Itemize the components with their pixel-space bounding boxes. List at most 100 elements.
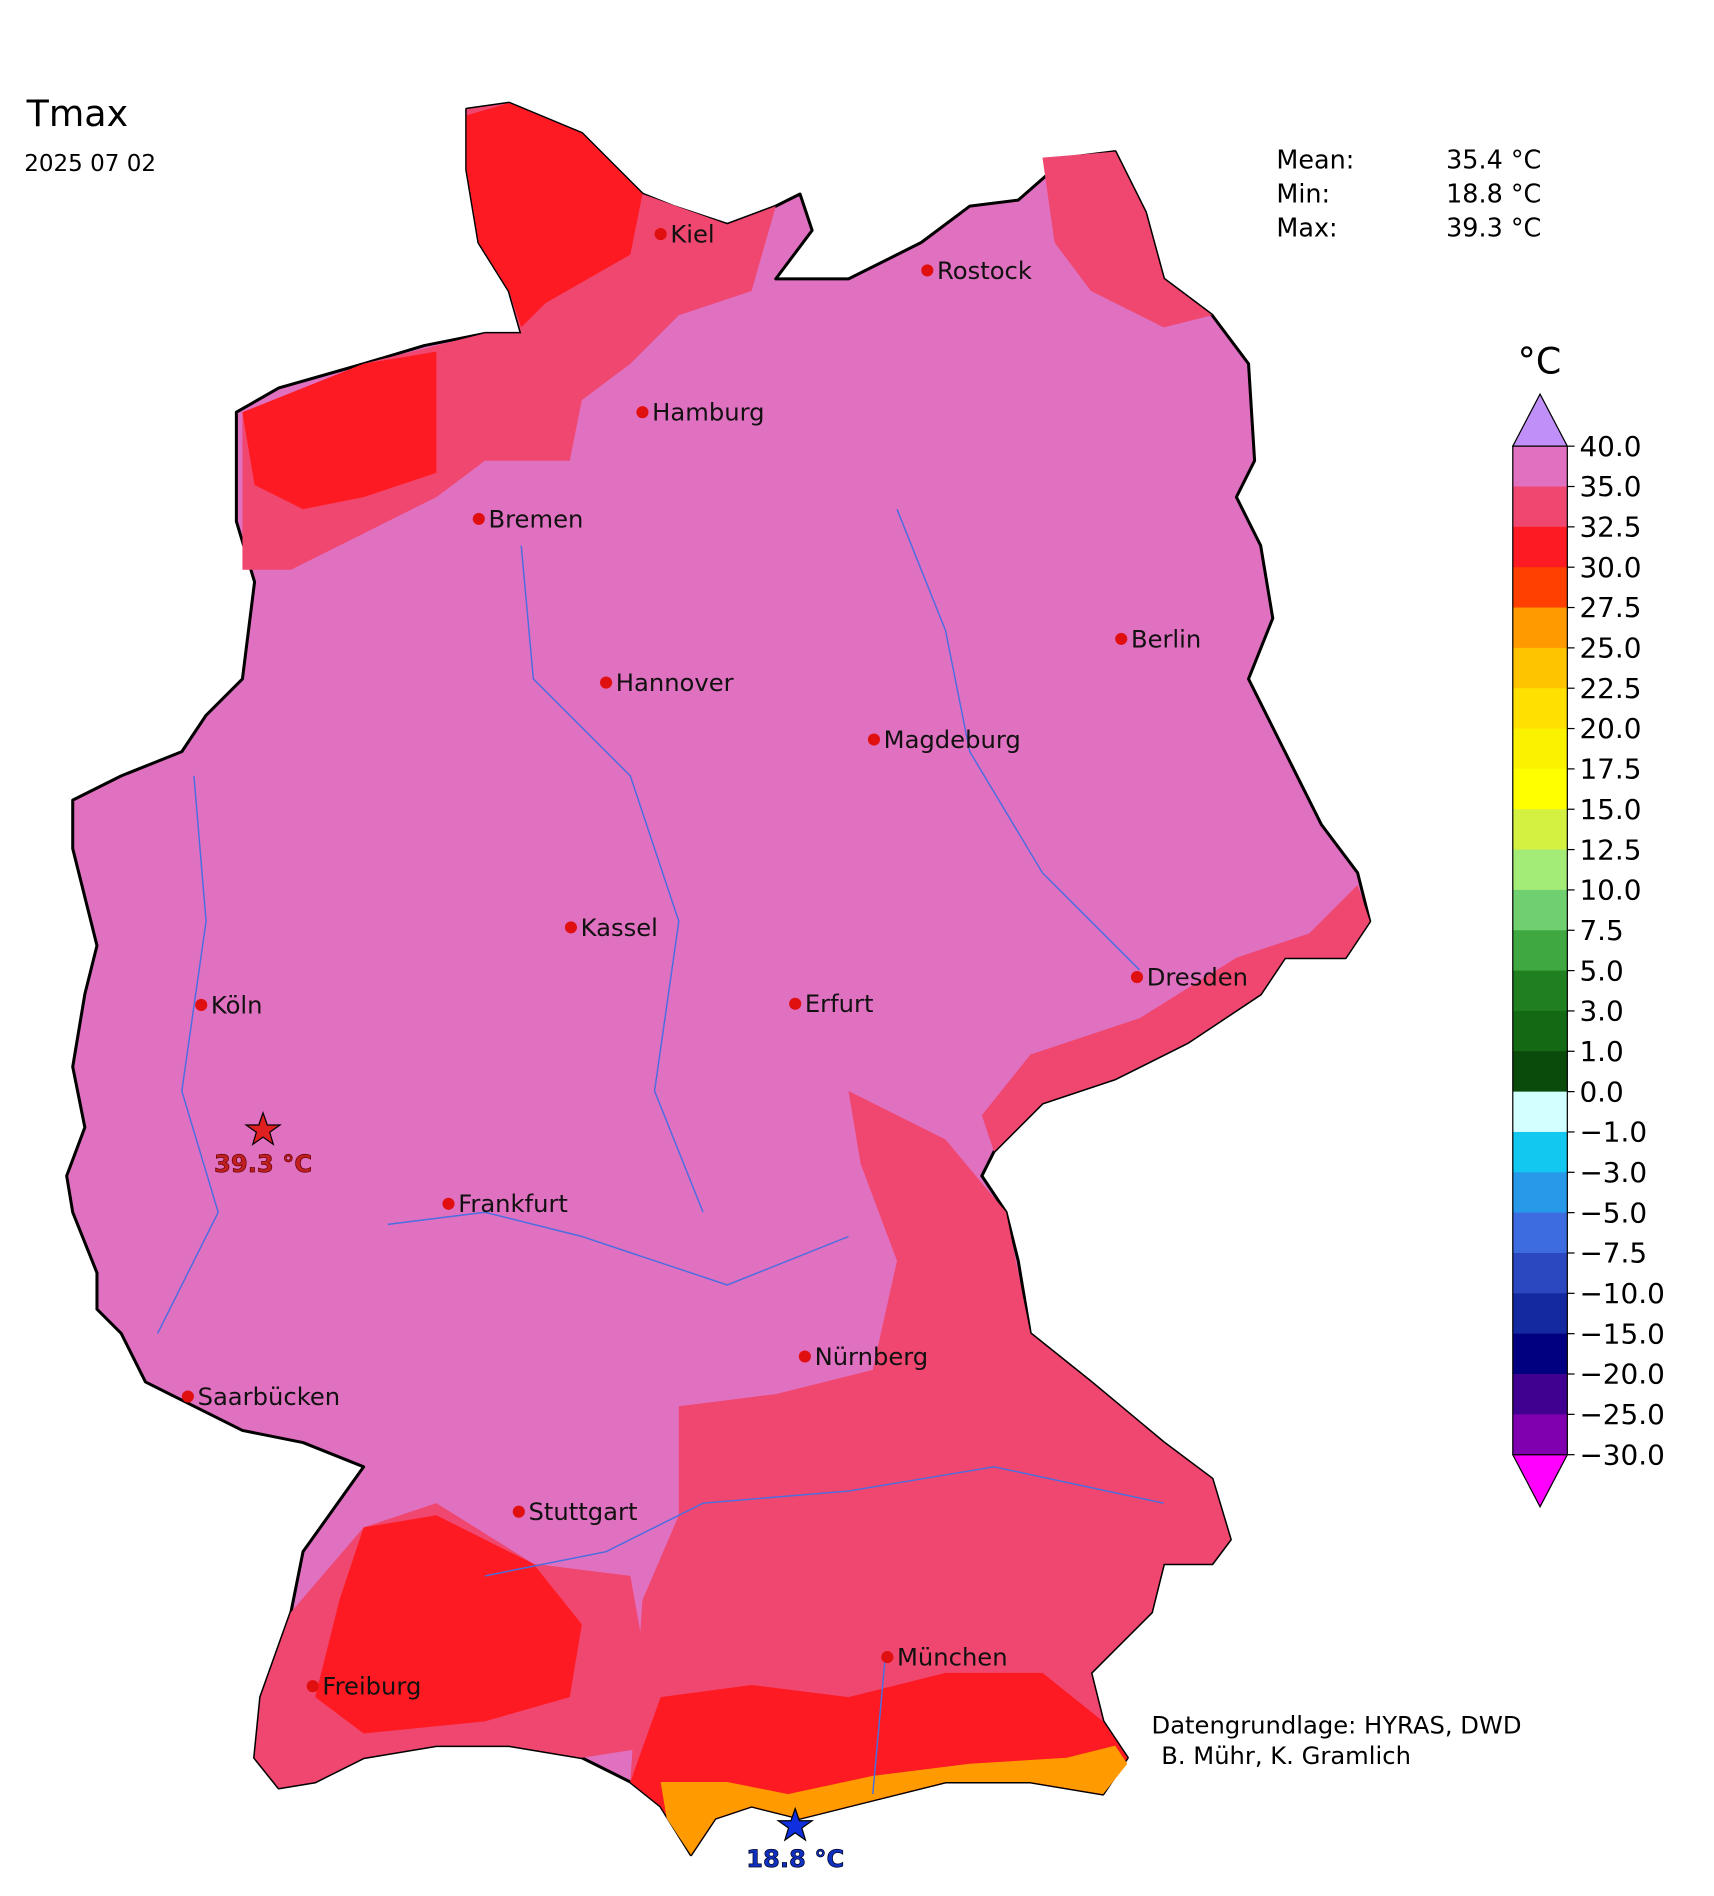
city-dot <box>1115 632 1128 645</box>
title: Tmax <box>26 92 128 135</box>
city-dot <box>306 1680 319 1693</box>
city-label: Dresden <box>1147 963 1248 992</box>
colorbar-tick-label: −10.0 <box>1579 1277 1664 1310</box>
city-label: Berlin <box>1131 624 1201 653</box>
city-label: Hannover <box>616 668 734 697</box>
city-label: Saarbücken <box>198 1382 341 1411</box>
max-marker <box>244 1111 282 1146</box>
colorbar-tick-label: 35.0 <box>1579 470 1641 503</box>
city-dot <box>564 921 577 934</box>
colorbar-tick-label: −3.0 <box>1579 1156 1647 1189</box>
city-dot <box>789 997 802 1010</box>
colorbar-tick-label: 25.0 <box>1579 632 1641 665</box>
colorbar-tick-label: 22.5 <box>1579 672 1641 705</box>
city-dot <box>921 264 934 277</box>
city-label: Kiel <box>670 220 714 249</box>
city-label: Bremen <box>489 504 584 533</box>
credit: B. Mühr, K. Gramlich <box>1161 1741 1411 1770</box>
colorbar-box <box>1512 688 1568 730</box>
city-dot <box>472 512 485 525</box>
city-label: Nürnberg <box>815 1342 929 1371</box>
colorbar-box <box>1512 647 1568 689</box>
city-label: Freiburg <box>322 1672 421 1701</box>
city-label: München <box>897 1643 1008 1672</box>
colorbar-box <box>1512 1212 1568 1254</box>
city-dot <box>442 1197 455 1210</box>
city-dot <box>181 1390 194 1403</box>
colorbar-box <box>1512 1414 1568 1456</box>
colorbar-box <box>1512 486 1568 528</box>
colorbar-tick-label: −5.0 <box>1579 1196 1647 1229</box>
colorbar-tick-label: −20.0 <box>1579 1358 1664 1391</box>
stat-name: Min: <box>1276 180 1330 210</box>
colorbar-box <box>1512 930 1568 972</box>
colorbar-tick-label: 17.5 <box>1579 753 1641 786</box>
cities: Kiel Rostock Hamburg Bremen Berlin Hannover Ma… <box>181 220 1248 1701</box>
hot-zone <box>242 351 437 510</box>
city-label: Rostock <box>937 256 1032 285</box>
alpine-zone <box>660 1745 1128 1855</box>
stat-name: Max: <box>1276 213 1337 243</box>
colorbar-box <box>1512 1374 1568 1415</box>
city-label: Hamburg <box>652 398 764 427</box>
colorbar-box <box>1512 768 1568 810</box>
colorbar-tick-label: 27.5 <box>1579 591 1641 624</box>
colorbar: 40.0 35.0 32.5 30.0 27.5 25.0 22.5 20.0 17.5 15.0… <box>1511 392 1665 1509</box>
colorbar-tick-label: −25.0 <box>1579 1398 1664 1431</box>
colorbar-box <box>1512 607 1568 649</box>
warm-zone <box>1042 151 1213 328</box>
colorbar-tick-label: −1.0 <box>1579 1116 1647 1149</box>
city-label: Köln <box>211 990 263 1019</box>
city-dot <box>636 406 649 419</box>
colorbar-box <box>1512 1293 1568 1335</box>
colorbar-box <box>1512 849 1568 891</box>
city-label: Kassel <box>581 913 658 942</box>
stat-name: Mean: <box>1276 146 1354 176</box>
city-dot <box>1130 971 1144 984</box>
city-label: Magdeburg <box>884 725 1021 754</box>
stat-value: 35.4 °C <box>1446 146 1541 176</box>
colorbar-box <box>1512 1091 1568 1133</box>
colorbar-box <box>1512 809 1568 851</box>
city-label: Erfurt <box>805 989 874 1018</box>
colorbar-tick-label: −7.5 <box>1579 1237 1647 1270</box>
max-label: 39.3 °C <box>214 1149 312 1178</box>
colorbar-extension <box>1511 392 1569 447</box>
colorbar-tick-label: 5.0 <box>1579 954 1623 987</box>
city-label: Frankfurt <box>458 1189 568 1218</box>
colorbar-box <box>1512 446 1568 488</box>
colorbar-tick-label: −15.0 <box>1579 1317 1664 1350</box>
colorbar-tick-label: 1.0 <box>1579 1035 1623 1068</box>
colorbar-box <box>1512 1010 1568 1052</box>
city-dot <box>881 1651 894 1664</box>
hot-zone <box>466 103 643 328</box>
colorbar-box <box>1512 1333 1568 1375</box>
rivers <box>156 508 1164 1795</box>
colorbar-tick-label: 3.0 <box>1579 995 1623 1028</box>
colorbar-tick-label: 20.0 <box>1579 712 1641 745</box>
min-label: 18.8 °C <box>746 1844 844 1873</box>
colorbar-box <box>1512 728 1568 770</box>
city-dot <box>867 733 881 746</box>
colorbar-tick-label: 30.0 <box>1579 551 1641 584</box>
warm-zone <box>981 884 1370 1152</box>
germany-map <box>65 101 1372 1857</box>
colorbar-box <box>1512 889 1568 931</box>
colorbar-tick-label: 40.0 <box>1579 430 1641 463</box>
colorbar-extension <box>1511 1454 1569 1509</box>
colorbar-box <box>1512 567 1568 609</box>
date: 2025 07 02 <box>24 151 156 177</box>
city-dot <box>195 998 208 1012</box>
colorbar-tick-label: 12.5 <box>1579 833 1641 866</box>
colorbar-box <box>1512 526 1568 568</box>
colorbar-frame <box>1512 445 1568 1456</box>
colorbar-tick-label: 7.5 <box>1579 914 1623 947</box>
city-dot <box>654 227 667 241</box>
credit: Datengrundlage: HYRAS, DWD <box>1152 1710 1522 1739</box>
stat-value: 39.3 °C <box>1446 213 1541 243</box>
colorbar-unit: °C <box>1518 339 1562 382</box>
colorbar-box <box>1512 1131 1568 1173</box>
colorbar-box <box>1512 1252 1568 1294</box>
